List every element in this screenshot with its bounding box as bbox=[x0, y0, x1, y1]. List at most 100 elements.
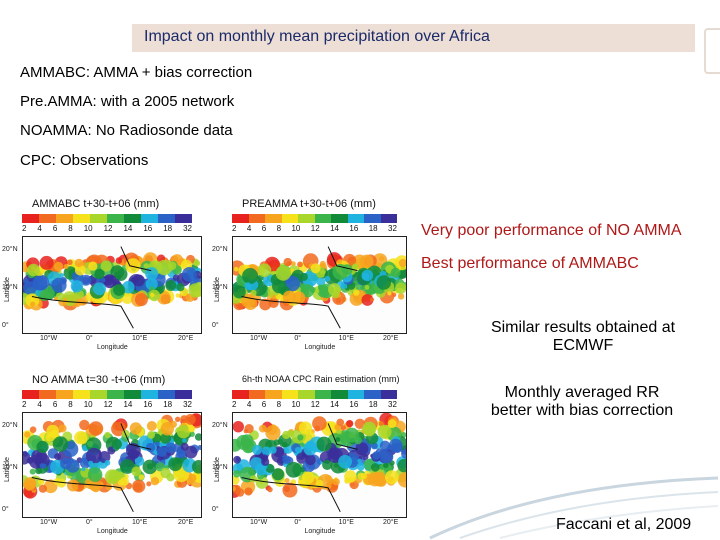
note-monthly: Monthly averaged RR better with bias cor… bbox=[490, 384, 674, 419]
precip-cell bbox=[303, 442, 317, 456]
colorbar-swatch bbox=[90, 390, 107, 399]
colorbar-swatch bbox=[281, 214, 298, 223]
x-axis-label: Longitude bbox=[97, 344, 128, 351]
precip-cell bbox=[67, 259, 73, 266]
colorbar-swatch bbox=[90, 214, 107, 223]
colorbar-label: 18 bbox=[368, 224, 378, 233]
colorbar-swatch bbox=[232, 214, 249, 223]
precip-cell bbox=[197, 445, 201, 450]
precip-cell bbox=[340, 425, 346, 431]
precip-cell bbox=[122, 280, 135, 294]
precip-field bbox=[22, 236, 202, 334]
definition-noamma: NOAMMA: No Radiosonde data bbox=[20, 122, 233, 139]
precip-cell bbox=[27, 263, 40, 277]
y-axis-label: Latitude bbox=[4, 277, 11, 302]
colorbar-label: 12 bbox=[103, 400, 113, 409]
precip-cell bbox=[397, 458, 406, 473]
colorbar-label: 14 bbox=[330, 400, 339, 409]
precip-cell bbox=[88, 421, 104, 436]
colorbar-swatch bbox=[158, 214, 175, 223]
precip-cell bbox=[131, 466, 142, 477]
colorbar-swatch bbox=[107, 214, 124, 223]
precip-cell bbox=[360, 473, 367, 480]
precip-cell bbox=[115, 257, 123, 264]
precip-cell bbox=[362, 454, 369, 461]
precip-cell bbox=[392, 292, 397, 297]
lon-tick: 0° bbox=[86, 519, 93, 526]
precip-cell bbox=[282, 482, 298, 498]
definition-term: Pre.AMMA bbox=[20, 93, 93, 110]
colorbar-label: 8 bbox=[276, 400, 282, 409]
precip-cell bbox=[180, 442, 189, 451]
precip-cell bbox=[299, 272, 308, 281]
precip-cell bbox=[125, 258, 141, 274]
decorative-swoosh bbox=[429, 476, 719, 540]
edge-decoration bbox=[704, 28, 720, 74]
colorbar-label: 6 bbox=[261, 400, 267, 409]
precip-render bbox=[23, 413, 201, 513]
map-title: NO AMMA t=30 -t+06 (mm) bbox=[32, 374, 166, 386]
precip-cell bbox=[372, 451, 381, 460]
colorbar-swatch bbox=[347, 214, 364, 223]
definition-preamma: Pre.AMMA: with a 2005 network bbox=[20, 93, 234, 110]
precip-cell bbox=[134, 456, 145, 466]
lat-tick: 10°N bbox=[212, 284, 228, 291]
precip-cell bbox=[337, 259, 342, 264]
colorbar-labels: 2 4 6 8 10 12 14 16 18 32 bbox=[232, 224, 397, 233]
lat-tick: 0° bbox=[2, 506, 9, 513]
precip-cell bbox=[292, 291, 306, 305]
precip-cell bbox=[54, 453, 61, 460]
precip-cell bbox=[175, 416, 181, 422]
colorbar-swatch bbox=[56, 390, 73, 399]
lon-tick: 10°W bbox=[250, 335, 268, 342]
precip-cell bbox=[58, 424, 67, 433]
precip-cell bbox=[175, 293, 180, 298]
precip-cell bbox=[129, 422, 142, 435]
precip-cell bbox=[352, 263, 359, 270]
lat-tick: 20°N bbox=[2, 246, 18, 253]
definition-desc: : No Radiosonde data bbox=[87, 122, 233, 139]
colorbar-label: 18 bbox=[368, 400, 378, 409]
precip-cell bbox=[267, 487, 273, 493]
precip-cell bbox=[36, 440, 49, 453]
note-similar: Similar results obtained at ECMWF bbox=[490, 319, 676, 354]
colorbar-swatch bbox=[175, 214, 192, 223]
lat-tick: 10°N bbox=[2, 464, 18, 471]
precip-cell bbox=[24, 431, 31, 438]
colorbar-labels: 2 4 6 8 10 12 14 16 18 32 bbox=[22, 224, 192, 233]
coastline bbox=[31, 423, 152, 513]
precip-cell bbox=[29, 426, 37, 433]
colorbar-swatch bbox=[39, 214, 56, 223]
precip-cell bbox=[397, 293, 405, 300]
colorbar bbox=[232, 214, 397, 223]
precip-cell bbox=[398, 258, 406, 268]
coastline bbox=[241, 423, 358, 513]
precip-cell bbox=[265, 463, 275, 473]
definition-term: AMMABC bbox=[20, 64, 86, 81]
precip-cell bbox=[74, 264, 86, 276]
precip-cell bbox=[354, 418, 366, 429]
note-best: Best performance of AMMABC bbox=[421, 255, 639, 272]
precip-cell bbox=[282, 455, 291, 464]
colorbar-swatch bbox=[141, 214, 158, 223]
colorbar-swatch bbox=[248, 214, 265, 223]
lat-tick: 0° bbox=[2, 322, 9, 329]
precip-cell bbox=[383, 462, 389, 469]
precip-cell bbox=[297, 261, 303, 268]
precip-cell bbox=[336, 429, 342, 435]
precip-cell bbox=[51, 277, 67, 293]
precip-cell bbox=[146, 463, 154, 470]
map-ammabc: AMMABC t+30-t+06 (mm) 2 4 6 8 10 12 14 16 18 32 20°… bbox=[0, 186, 210, 356]
precip-cell bbox=[233, 285, 246, 299]
precip-cell bbox=[344, 427, 360, 443]
note-no-amma: Very poor performance of NO AMMA bbox=[421, 222, 682, 239]
y-axis-label: Latitude bbox=[214, 277, 221, 302]
precip-cell bbox=[257, 263, 272, 278]
precip-cell bbox=[290, 261, 296, 267]
colorbar-swatch bbox=[22, 214, 39, 223]
precip-cell bbox=[265, 425, 281, 441]
colorbar-label: 8 bbox=[68, 224, 73, 233]
precip-cell bbox=[46, 424, 59, 438]
x-axis-label: Longitude bbox=[304, 344, 336, 351]
colorbar-swatch bbox=[39, 390, 56, 399]
